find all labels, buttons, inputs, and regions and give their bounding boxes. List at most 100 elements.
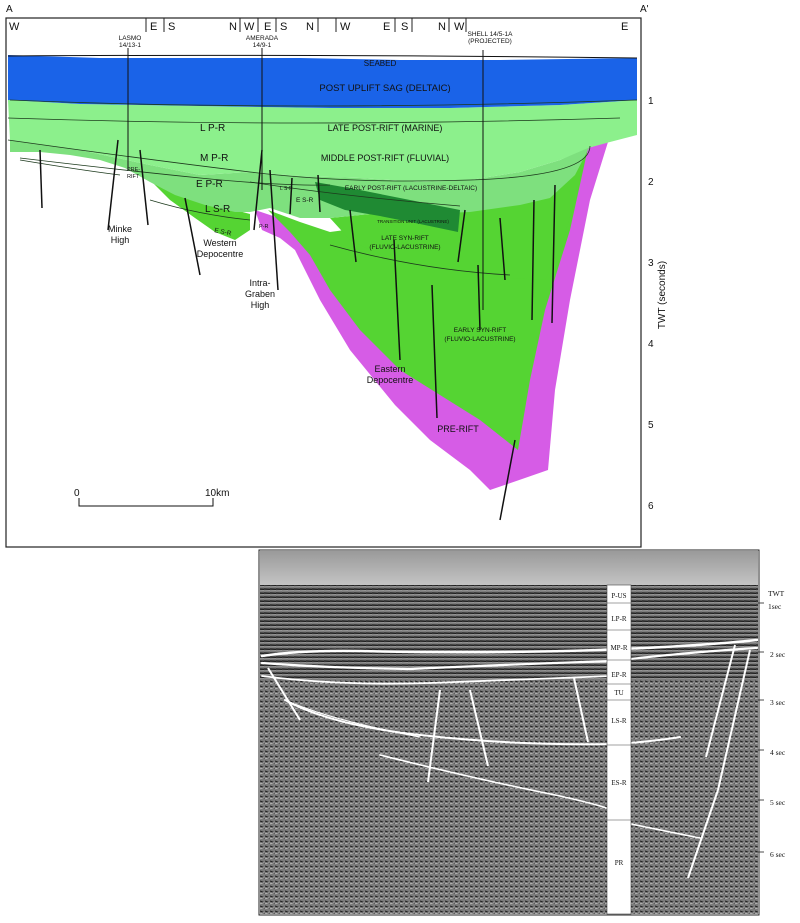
esr-small-label: E S-R	[296, 197, 314, 204]
twt-tick: 1	[648, 96, 654, 107]
unit-pr: PR	[615, 859, 624, 867]
well-shell-status: (PROJECTED)	[468, 38, 512, 45]
unit-column-dividers	[607, 602, 631, 821]
post-uplift-label: POST UPLIFT SAG (DELTAIC)	[319, 83, 450, 94]
dir-label: S	[168, 21, 175, 33]
twt-tick: 6	[648, 501, 654, 512]
section-end-right: A'	[640, 4, 649, 15]
short-unit-labels: L P-R M P-R E P-R L S-R E S-R PRE- RIFT …	[127, 123, 314, 238]
feature-labels: Minke High Western Depocentre Intra- Gra…	[108, 224, 413, 385]
twt-tick: 4	[648, 339, 654, 350]
dir-label: E	[621, 21, 628, 33]
late-syn-rift-label-2: (FLUVIO-LACUSTRINE)	[369, 244, 440, 251]
seismic-reflectors-lower	[260, 680, 758, 914]
seismic-twt-tick: 4 sec	[770, 748, 786, 757]
epr-label: E P-R	[196, 179, 223, 190]
seismic-twt-tick: 1sec	[768, 602, 782, 611]
transition-unit-label: TRANSITION UNIT (LACUSTRINE)	[377, 219, 449, 224]
unit-column-labels: P-US LP-R MP-R EP-R TU LS-R ES-R PR	[610, 592, 627, 867]
seismic-twt-tick: 3 sec	[770, 698, 786, 707]
western-depocentre-label-1: Western	[203, 238, 236, 248]
minke-high-label-1: Minke	[108, 224, 132, 234]
scale-bar: 0 10km	[74, 488, 229, 507]
well-labels: LASMO 14/13-1 AMERADA 14/9-1 SHELL 14/5-…	[119, 31, 514, 49]
seabed-line	[7, 54, 638, 59]
western-depocentre-label-2: Depocentre	[197, 249, 244, 259]
early-post-rift-label: EARLY POST-RIFT (LACUSTRINE-DELTAIC)	[345, 185, 477, 192]
seismic-twt-title: TWT	[768, 589, 785, 598]
unit-column	[606, 584, 632, 915]
seismic-twt-tick: 5 sec	[770, 798, 786, 807]
dir-label: S	[280, 21, 287, 33]
well-lasmo-id: 14/13-1	[119, 42, 141, 49]
pre-rift-small-label-2: RIFT	[127, 174, 140, 180]
dir-label: W	[454, 21, 465, 33]
lpr-label: L P-R	[200, 123, 225, 134]
eastern-depocentre-label-2: Depocentre	[367, 375, 414, 385]
fault-lines	[39, 139, 556, 521]
lsr-label: L S-R	[205, 204, 230, 215]
intra-graben-label-1: Intra-	[249, 278, 270, 288]
dir-label: E	[150, 21, 157, 33]
twt-tick: 3	[648, 258, 654, 269]
dir-label: N	[229, 21, 237, 33]
unit-p-us: P-US	[611, 592, 626, 600]
unit-es-r: ES-R	[611, 779, 627, 787]
direction-labels: W E S N W E S N W E S N W E	[9, 21, 628, 33]
seismic-twt-axis: TWT 1sec 2 sec 3 sec 4 sec 5 sec 6 sec	[758, 589, 786, 859]
dir-label: S	[401, 21, 408, 33]
early-post-rift-unit	[10, 140, 590, 218]
well-amerada-id: 14/9-1	[253, 42, 272, 49]
dir-label: W	[244, 21, 255, 33]
twt-tick: 2	[648, 177, 654, 188]
pre-rift-label: PRE-RIFT	[437, 424, 479, 434]
transition-unit	[315, 182, 460, 232]
intra-graben-label-2: Graben	[245, 289, 275, 299]
middle-post-rift-label: MIDDLE POST-RIFT (FLUVIAL)	[321, 153, 449, 163]
early-syn-rift-label-1: EARLY SYN-RIFT	[454, 327, 507, 334]
post-uplift-sag-unit	[8, 55, 637, 108]
section-frame	[5, 17, 642, 548]
well-shell-name: SHELL 14/5-1A	[468, 31, 514, 38]
twt-axis: 1 2 3 4 5 6 TWT (seconds)	[648, 96, 668, 512]
orientation-ticks	[145, 18, 467, 32]
unit-lp-r: LP-R	[611, 615, 627, 623]
mpr-label: M P-R	[200, 153, 228, 164]
early-syn-rift-label-2: (FLUVIO-LACUSTRINE)	[444, 336, 515, 343]
dir-label: E	[383, 21, 390, 33]
seismic-water-column	[260, 551, 758, 585]
seismic-twt-tick: 6 sec	[770, 850, 786, 859]
dir-label: N	[306, 21, 314, 33]
pre-rift-small-label-1: PRE-	[127, 167, 140, 173]
section-end-left: A	[6, 4, 13, 15]
scale-start: 0	[74, 488, 80, 499]
seismic-faults	[267, 644, 751, 879]
late-syn-rift-label-1: LATE SYN-RIFT	[381, 235, 429, 242]
twt-axis-title: TWT (seconds)	[657, 261, 668, 329]
eastern-depocentre-label-1: Eastern	[374, 364, 405, 374]
lsr-small-label: L S-R	[280, 186, 293, 192]
seismic-twt-tick: 2 sec	[770, 650, 786, 659]
unit-mp-r: MP-R	[610, 644, 627, 652]
dir-label: W	[340, 21, 351, 33]
intra-graben-label-3: High	[251, 300, 270, 310]
well-traces	[127, 48, 484, 310]
esr-label: E S-R	[214, 227, 233, 238]
twt-tick: 5	[648, 420, 654, 431]
horizon-lines	[7, 99, 638, 276]
minke-high-label-2: High	[111, 235, 130, 245]
well-amerada-name: AMERADA	[246, 35, 279, 42]
well-lasmo-name: LASMO	[119, 35, 142, 42]
dir-label: E	[264, 21, 271, 33]
late-post-rift-label: LATE POST-RIFT (MARINE)	[328, 123, 443, 133]
pr-small-label: P-R	[259, 224, 269, 230]
seabed-label: SEABED	[364, 59, 397, 68]
unit-ep-r: EP-R	[611, 671, 627, 679]
seismic-horizons	[260, 638, 759, 839]
unit-tu: TU	[614, 689, 623, 697]
dir-label: W	[9, 21, 20, 33]
unit-ls-r: LS-R	[611, 717, 627, 725]
scale-end: 10km	[205, 488, 229, 499]
